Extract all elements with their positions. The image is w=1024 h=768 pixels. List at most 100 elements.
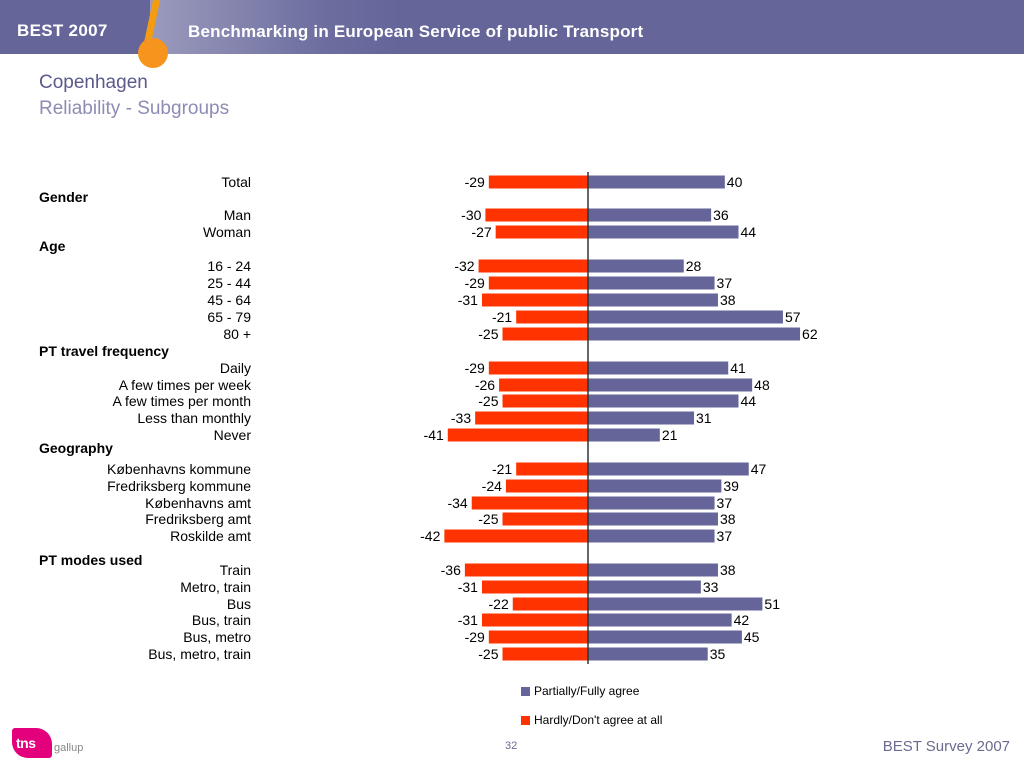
data-label-agree: 45 — [744, 629, 760, 645]
data-label-disagree: -25 — [478, 393, 498, 409]
header-photo — [150, 0, 400, 54]
data-label-agree: 44 — [740, 393, 756, 409]
bar-disagree — [478, 259, 588, 273]
bar-agree — [588, 208, 712, 222]
data-label-agree: 51 — [764, 596, 780, 612]
group-heading-age: Age — [39, 238, 66, 254]
data-label-agree: 41 — [730, 360, 746, 376]
data-label-disagree: -29 — [465, 275, 485, 291]
bar-agree — [588, 630, 742, 644]
category-label: Train — [219, 562, 251, 578]
bar-agree — [588, 327, 801, 341]
bar-disagree — [516, 310, 588, 324]
data-label-disagree: -21 — [492, 309, 512, 325]
bar-disagree — [481, 293, 588, 307]
bar-disagree — [488, 175, 588, 189]
category-label: Fredriksberg amt — [145, 511, 251, 527]
data-label-disagree: -30 — [461, 207, 481, 223]
category-label: Bus, metro, train — [148, 646, 251, 662]
category-label: A few times per week — [118, 377, 251, 393]
header-banner: BEST 2007 Benchmarking in European Servi… — [0, 0, 1024, 55]
data-label-disagree: -31 — [458, 612, 478, 628]
data-label-agree: 47 — [751, 461, 767, 477]
category-label: 16 - 24 — [207, 258, 251, 274]
bar-agree — [588, 293, 718, 307]
legend-label-disagree: Hardly/Don't agree at all — [534, 713, 663, 727]
brand-title: BEST 2007 — [17, 21, 108, 40]
bar-agree — [588, 462, 749, 476]
data-label-disagree: -27 — [471, 224, 491, 240]
bar-agree — [588, 529, 715, 543]
legend-swatch-disagree — [521, 715, 530, 725]
bar-agree — [588, 428, 660, 442]
category-label: A few times per month — [112, 393, 251, 409]
category-label: 65 - 79 — [207, 309, 251, 325]
data-label-disagree: -25 — [478, 646, 498, 662]
category-label: Københavns kommune — [107, 461, 251, 477]
category-label: 80 + — [223, 326, 251, 342]
tns-logo — [12, 728, 52, 758]
bar-agree — [588, 613, 732, 627]
bar-agree — [588, 310, 783, 324]
bar-disagree — [488, 361, 588, 375]
data-label-disagree: -29 — [465, 174, 485, 190]
header-tagline: Benchmarking in European Service of publ… — [188, 22, 644, 41]
data-label-disagree: -24 — [482, 478, 502, 494]
data-label-disagree: -25 — [478, 326, 498, 342]
data-label-agree: 42 — [734, 612, 750, 628]
category-label: Roskilde amt — [170, 528, 251, 544]
bar-disagree — [499, 378, 588, 392]
category-label: Daily — [219, 360, 251, 376]
category-label: Man — [223, 207, 251, 223]
data-label-agree: 33 — [703, 579, 719, 595]
data-label-disagree: -34 — [447, 495, 467, 511]
data-label-disagree: -31 — [458, 292, 478, 308]
bar-disagree — [447, 428, 588, 442]
bar-agree — [588, 276, 715, 290]
bar-disagree — [502, 512, 588, 526]
page-subtitle: Reliability - Subgroups — [39, 98, 230, 119]
category-label: Metro, train — [180, 579, 251, 595]
data-label-agree: 38 — [720, 511, 736, 527]
category-label: 25 - 44 — [207, 275, 251, 291]
legend-label-agree: Partially/Fully agree — [534, 684, 640, 698]
group-heading-gender: Gender — [39, 189, 89, 205]
data-label-agree: 37 — [717, 275, 733, 291]
data-label-disagree: -42 — [420, 528, 440, 544]
data-label-disagree: -33 — [451, 410, 471, 426]
category-label: Københavns amt — [145, 495, 251, 511]
data-label-agree: 28 — [686, 258, 702, 274]
legend-agree: Partially/Fully agree — [521, 684, 639, 698]
bar-disagree — [502, 394, 588, 408]
bar-disagree — [502, 327, 588, 341]
legend-swatch-agree — [521, 686, 530, 696]
bar-agree — [588, 361, 729, 375]
bar-disagree — [485, 208, 588, 222]
data-label-agree: 37 — [717, 495, 733, 511]
bar-disagree — [512, 597, 588, 611]
bar-disagree — [505, 479, 588, 493]
data-label-agree: 37 — [717, 528, 733, 544]
bar-disagree — [471, 496, 588, 510]
category-label: Bus, train — [191, 612, 251, 628]
bar-agree — [588, 225, 739, 239]
decorative-dot — [138, 38, 168, 68]
group-heading-pt-modes: PT modes used — [39, 552, 143, 568]
gallup-logo-text: gallup — [54, 742, 84, 754]
data-label-disagree: -29 — [465, 360, 485, 376]
category-label: Never — [213, 427, 251, 443]
bar-agree — [588, 496, 715, 510]
bar-agree — [588, 647, 708, 661]
footer-survey-name: BEST Survey 2007 — [882, 738, 1010, 755]
data-label-agree: 40 — [727, 174, 743, 190]
bar-agree — [588, 378, 753, 392]
data-label-disagree: -26 — [475, 377, 495, 393]
data-label-disagree: -25 — [478, 511, 498, 527]
group-heading-geography: Geography — [39, 440, 113, 456]
data-label-disagree: -21 — [492, 461, 512, 477]
data-label-agree: 31 — [696, 410, 712, 426]
bar-disagree — [481, 580, 588, 594]
data-label-agree: 57 — [785, 309, 801, 325]
category-label: Less than monthly — [137, 410, 251, 426]
